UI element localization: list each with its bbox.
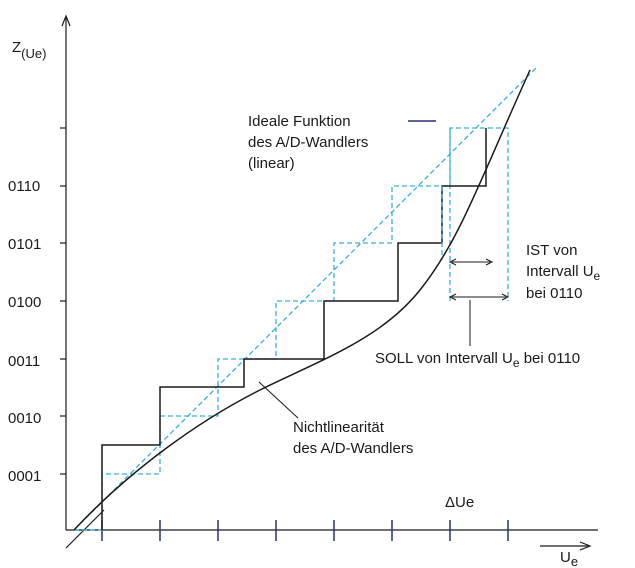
soll-label: SOLL von Intervall Ue bei 0110 bbox=[375, 350, 580, 370]
x-label-arrowhead bbox=[579, 541, 592, 551]
ist-label-line2: Intervall Ue bbox=[526, 263, 601, 283]
ideal-function-label: Ideale Funktion bbox=[248, 113, 351, 130]
ideal-function-label-line2: des A/D-Wandlers bbox=[248, 134, 368, 151]
ideal-linear-line bbox=[73, 67, 537, 531]
ist-label-line3: bei 0110 bbox=[526, 285, 582, 302]
y-tick-label: 0110 bbox=[8, 178, 40, 195]
nonlinear-label-line2: des A/D-Wandlers bbox=[293, 440, 413, 457]
x-axis-label: Ue bbox=[560, 549, 578, 568]
y-tick-label: 0101 bbox=[8, 236, 41, 253]
delta-ue-label: ΔUe bbox=[445, 494, 474, 511]
y-axis-arrow bbox=[61, 14, 71, 27]
origin-slant bbox=[65, 509, 105, 549]
nonlinear-curve bbox=[73, 69, 531, 531]
y-tick-label: 0011 bbox=[8, 353, 40, 370]
y-tick-label: 0010 bbox=[8, 410, 41, 427]
ist-label-line1: IST von bbox=[526, 242, 577, 259]
nonlinear-label-line1: Nichtlinearität bbox=[293, 419, 385, 436]
ideal-staircase bbox=[74, 127, 509, 531]
ideal-function-label-line3: (linear) bbox=[248, 155, 295, 172]
y-tick-label: 0100 bbox=[8, 294, 41, 311]
y-axis-label: Z(Ue) bbox=[12, 39, 46, 61]
y-tick-label: 0001 bbox=[8, 468, 41, 485]
y-axis-ticks bbox=[60, 127, 66, 475]
nonlinear-leader bbox=[258, 381, 299, 419]
